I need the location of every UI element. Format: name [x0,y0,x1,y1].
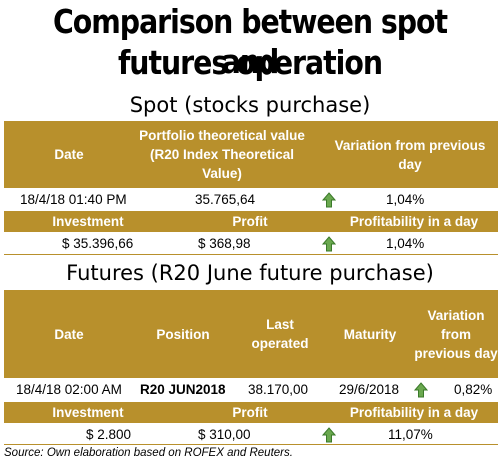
main-title-line-1: Comparison between spot and [52,2,448,81]
futures-subrow-investment: $ 2.800 [86,427,132,442]
spot-subrow-profitability: 1,04% [386,236,425,251]
spot-subrow-investment: $ 35.396,66 [62,236,134,251]
source-note: Source: Own elaboration based on ROFEX a… [4,447,293,459]
up-arrow-icon [322,427,336,443]
futures-header-maturity: Maturity [343,326,397,342]
futures-row-position: R20 JUN2018 [140,382,226,397]
spot-bottom-rule [4,254,498,255]
futures-header-bar [4,290,498,378]
spot-subheader-bar [4,211,498,232]
futures-header-date: Date [54,326,84,342]
spot-header-variation: Variation from previous day [334,137,486,172]
spot-row-portfolio: 35.765,64 [195,192,256,207]
spot-row-variation: 1,04% [386,192,425,207]
spot-subheader-profit: Profit [232,214,268,229]
spot-header-date: Date [54,147,84,162]
futures-header-last-operated: Last operated [251,317,309,351]
futures-subheader-profit: Profit [232,405,268,420]
main-title-line-2: futures operation [117,43,383,82]
futures-row-maturity: 29/6/2018 [339,382,400,397]
futures-section-title: Futures (R20 June future purchase) [66,261,434,285]
futures-row-variation: 0,82% [454,382,493,397]
futures-header-position: Position [156,326,210,342]
spot-header-portfolio: Portfolio theoretical value (R20 Index T… [139,128,305,181]
futures-subrow-profitability: 11,07% [388,427,433,442]
futures-subheader-profitability: Profitability in a day [349,405,479,420]
futures-bottom-rule [4,444,498,445]
futures-row-date: 18/4/18 02:00 AM [16,382,122,397]
spot-subrow-profit: $ 368,98 [198,236,251,251]
up-arrow-icon [414,382,428,398]
futures-subheader-investment: Investment [52,405,124,420]
up-arrow-icon [322,192,336,208]
spot-subheader-profitability: Profitability in a day [349,214,479,229]
futures-header-variation: Variation from previous day [414,307,498,361]
up-arrow-icon [322,236,336,252]
spot-header-bar [4,121,498,188]
futures-subrow-profit: $ 310,00 [198,427,251,442]
spot-row-date: 18/4/18 01:40 PM [20,192,127,207]
futures-subheader-bar [4,402,498,423]
futures-row-last-operated: 38.170,00 [248,382,309,397]
spot-section-title: Spot (stocks purchase) [129,93,371,117]
spot-subheader-investment: Investment [52,214,124,229]
